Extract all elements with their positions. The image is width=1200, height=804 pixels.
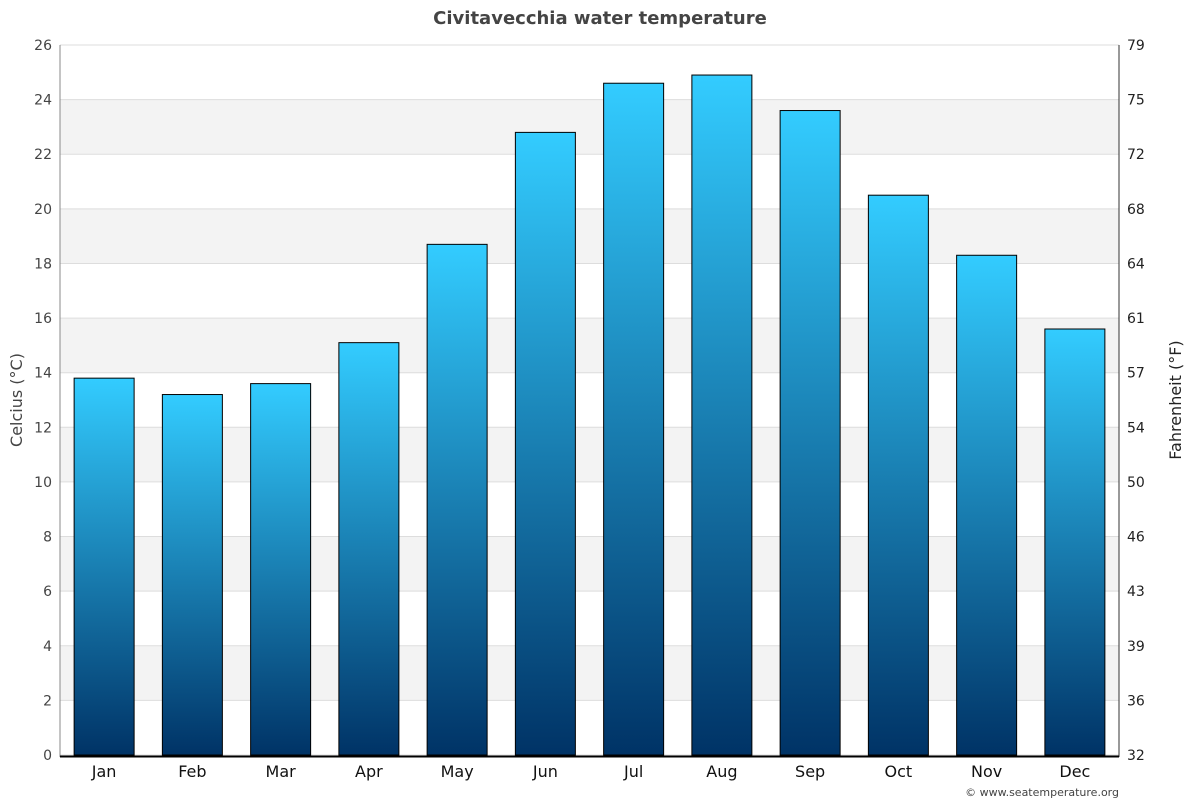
y-axis-label: Celcius (°C) [7, 353, 26, 447]
y2-tick-label: 32 [1127, 748, 1145, 764]
bar-nov [956, 254, 1018, 756]
grid-band [60, 318, 1119, 373]
grid-band [60, 208, 1119, 264]
y2-tick-label: 72 [1127, 147, 1145, 163]
y-tick-label: 2 [43, 693, 52, 709]
bar-feb [161, 394, 223, 756]
y-tick-label: 12 [34, 420, 52, 436]
credit: © www.seatemperature.org [965, 786, 1119, 799]
y2-tick-label: 39 [1127, 639, 1145, 655]
grid-band [60, 99, 1119, 155]
y-tick-label: 4 [43, 639, 52, 655]
bar-apr [338, 342, 400, 756]
bar-jun [514, 131, 576, 756]
y2-tick-label: 75 [1127, 93, 1145, 109]
y-tick-label: 10 [34, 475, 52, 491]
y-tick-label: 14 [34, 366, 52, 382]
bar-may [426, 243, 488, 756]
x-tick-label: Jul [623, 762, 643, 781]
bar-aug [691, 74, 753, 756]
bar-jan [73, 377, 135, 756]
y2-tick-label: 50 [1127, 475, 1145, 491]
x-tick-label: Jun [532, 762, 558, 781]
x-tick-label: Oct [885, 762, 913, 781]
y2-tick-label: 54 [1127, 420, 1145, 436]
y2-axis-label: Fahrenheit (°F) [1166, 340, 1185, 459]
grid-band [60, 536, 1119, 592]
y2-tick-label: 43 [1127, 584, 1145, 600]
y-tick-label: 0 [43, 748, 52, 764]
y-tick-label: 6 [43, 584, 52, 600]
x-tick-label: May [441, 762, 474, 781]
y2-tick-label: 46 [1127, 530, 1145, 546]
bar-dec [1044, 328, 1106, 756]
grid-band [60, 645, 1119, 701]
y-tick-label: 22 [34, 147, 52, 163]
bar-jul [603, 82, 665, 756]
y-tick-label: 16 [34, 311, 52, 327]
x-tick-label: Mar [266, 762, 297, 781]
y2-tick-label: 61 [1127, 311, 1145, 327]
y-tick-label: 20 [34, 202, 52, 218]
y2-tick-label: 79 [1127, 38, 1145, 54]
y2-tick-label: 57 [1127, 366, 1145, 382]
x-tick-label: Dec [1059, 762, 1090, 781]
y-tick-label: 18 [34, 256, 52, 272]
bar-sep [779, 110, 841, 756]
y2-tick-label: 64 [1127, 256, 1145, 272]
x-tick-label: Apr [355, 762, 383, 781]
x-tick-label: Feb [178, 762, 206, 781]
y-tick-label: 26 [34, 38, 52, 54]
bar-mar [250, 383, 312, 756]
y2-tick-label: 36 [1127, 693, 1145, 709]
bar-oct [867, 194, 929, 756]
y-tick-label: 8 [43, 530, 52, 546]
grid-band [60, 427, 1119, 482]
y2-tick-label: 68 [1127, 202, 1145, 218]
chart-title: Civitavecchia water temperature [433, 8, 767, 29]
y-tick-label: 24 [34, 93, 52, 109]
x-tick-label: Jan [91, 762, 117, 781]
x-tick-label: Nov [971, 762, 1002, 781]
x-tick-label: Aug [706, 762, 737, 781]
x-tick-label: Sep [795, 762, 825, 781]
